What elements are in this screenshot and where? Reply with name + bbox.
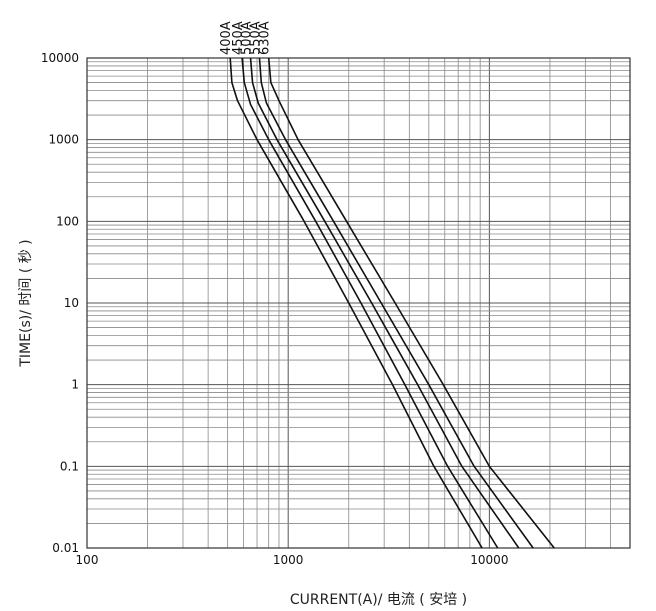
- series-line: [258, 57, 534, 549]
- series-line: [241, 57, 499, 549]
- y-tick-label: 100: [56, 214, 79, 228]
- series-line: [267, 57, 555, 549]
- series-label: 450A: [231, 21, 246, 55]
- series-line: [249, 57, 520, 549]
- series-label: 630A: [258, 21, 273, 55]
- y-tick-label: 1000: [48, 133, 79, 147]
- y-axis-label: TIME(s)/ 时间 ( 秒 ): [18, 239, 34, 367]
- y-tick-label: 0.1: [60, 459, 79, 473]
- y-tick-label: 10000: [41, 51, 79, 65]
- series-label: 550A: [248, 21, 263, 55]
- x-axis-label: CURRENT(A)/ 电流 ( 安培 ): [290, 592, 467, 608]
- series-line: [229, 57, 483, 549]
- y-tick-label: 0.01: [52, 541, 79, 555]
- x-tick-label: 10000: [470, 553, 508, 567]
- y-tick-label: 10: [64, 296, 79, 310]
- y-tick-label: 1: [71, 378, 79, 392]
- x-tick-label: 1000: [273, 553, 304, 567]
- series-label: 400A: [219, 21, 234, 55]
- series-label: 500A: [240, 21, 255, 55]
- plot-frame: [86, 57, 631, 549]
- x-tick-label: 100: [76, 553, 99, 567]
